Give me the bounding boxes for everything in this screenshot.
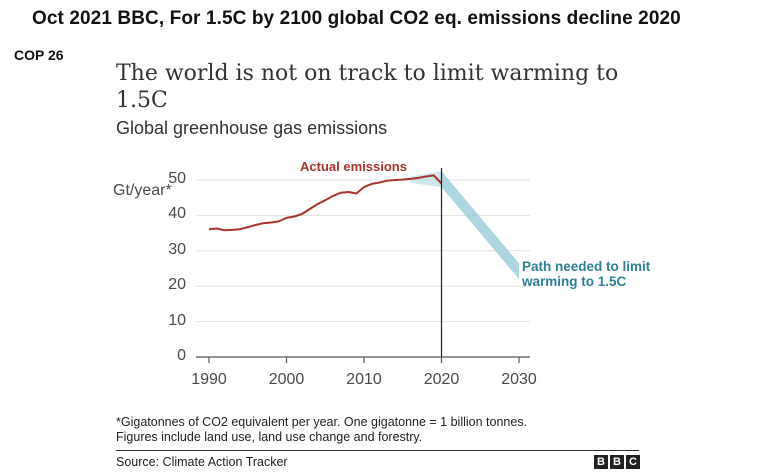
x-tick-label: 2030 [501, 371, 537, 388]
y-tick-label: 20 [168, 276, 186, 294]
y-tick-label: 30 [168, 240, 186, 258]
gridlines [196, 179, 530, 323]
actual-emissions-line [208, 174, 443, 232]
y-tick-label: 40 [168, 205, 186, 223]
x-tick-label: 2010 [346, 371, 382, 388]
path-needed-label: Path needed to limit warming to 1.5C [522, 259, 651, 289]
footer-divider [116, 450, 639, 451]
image-caption: Oct 2021 BBC, For 1.5C by 2100 global CO… [32, 8, 681, 29]
source-label: Source: Climate Action Tracker [116, 455, 288, 469]
bbc-logo-letter: B [594, 455, 608, 469]
footnote: *Gigatonnes of CO2 equivalent per year. … [116, 415, 716, 445]
x-tick-label: 2020 [423, 371, 460, 388]
bbc-logo: B B C [594, 455, 640, 469]
chart-headline: The world is not on track to limit warmi… [116, 61, 619, 113]
path-needed-band [441, 171, 519, 280]
footnote-line-2: Figures include land use, land use chang… [116, 430, 423, 444]
cop26-tag: COP 26 [14, 47, 64, 63]
footnote-line-1: *Gigatonnes of CO2 equivalent per year. … [116, 415, 528, 429]
actual-emissions-label: Actual emissions [300, 159, 407, 174]
y-tick-label: 0 [177, 347, 186, 364]
bbc-logo-letter: B [610, 455, 624, 469]
x-tick-label: 2000 [268, 371, 305, 388]
y-tick-label: 10 [168, 311, 186, 329]
bbc-logo-letter: C [626, 455, 640, 469]
y-axis-unit: Gt/year* [113, 182, 172, 199]
path-band-group [410, 171, 519, 280]
chart-title: Global greenhouse gas emissions [116, 118, 388, 138]
axes [196, 168, 530, 363]
x-tick-label: 1990 [191, 371, 227, 388]
actual-line-group [208, 174, 443, 232]
y-tick-label: 50 [168, 170, 186, 187]
